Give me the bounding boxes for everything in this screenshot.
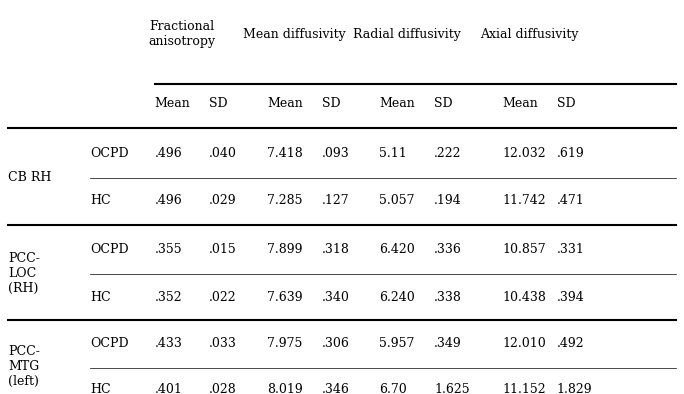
Text: 1.829: 1.829: [557, 383, 592, 394]
Text: Mean: Mean: [502, 97, 538, 110]
Text: 7.418: 7.418: [267, 147, 303, 160]
Text: .318: .318: [321, 243, 350, 256]
Text: 7.639: 7.639: [267, 290, 303, 303]
Text: .471: .471: [557, 194, 584, 207]
Text: 11.742: 11.742: [502, 194, 546, 207]
Text: Mean: Mean: [155, 97, 190, 110]
Text: .336: .336: [434, 243, 462, 256]
Text: .029: .029: [209, 194, 237, 207]
Text: 8.019: 8.019: [267, 383, 303, 394]
Text: Fractional
anisotropy: Fractional anisotropy: [148, 20, 215, 48]
Text: 1.625: 1.625: [434, 383, 470, 394]
Text: .492: .492: [557, 337, 584, 350]
Text: .331: .331: [557, 243, 584, 256]
Text: HC: HC: [90, 290, 111, 303]
Text: .433: .433: [155, 337, 183, 350]
Text: 7.975: 7.975: [267, 337, 302, 350]
Text: Mean diffusivity: Mean diffusivity: [243, 28, 345, 41]
Text: .028: .028: [209, 383, 237, 394]
Text: .340: .340: [321, 290, 350, 303]
Text: .496: .496: [155, 194, 183, 207]
Text: 11.152: 11.152: [502, 383, 546, 394]
Text: .022: .022: [209, 290, 237, 303]
Text: SD: SD: [557, 97, 575, 110]
Text: .346: .346: [321, 383, 350, 394]
Text: 5.057: 5.057: [380, 194, 415, 207]
Text: .355: .355: [155, 243, 183, 256]
Text: HC: HC: [90, 383, 111, 394]
Text: Axial diffusivity: Axial diffusivity: [480, 28, 579, 41]
Text: .222: .222: [434, 147, 462, 160]
Text: 6.420: 6.420: [380, 243, 415, 256]
Text: .338: .338: [434, 290, 462, 303]
Text: 6.70: 6.70: [380, 383, 407, 394]
Text: 7.899: 7.899: [267, 243, 302, 256]
Text: 12.032: 12.032: [502, 147, 546, 160]
Text: .306: .306: [321, 337, 350, 350]
Text: OCPD: OCPD: [90, 147, 129, 160]
Text: 12.010: 12.010: [502, 337, 546, 350]
Text: PCC-
LOC
(RH): PCC- LOC (RH): [8, 252, 40, 295]
Text: .127: .127: [321, 194, 350, 207]
Text: 10.857: 10.857: [502, 243, 546, 256]
Text: .033: .033: [209, 337, 237, 350]
Text: 5.11: 5.11: [380, 147, 407, 160]
Text: HC: HC: [90, 194, 111, 207]
Text: .401: .401: [155, 383, 183, 394]
Text: OCPD: OCPD: [90, 243, 129, 256]
Text: SD: SD: [321, 97, 340, 110]
Text: .619: .619: [557, 147, 584, 160]
Text: OCPD: OCPD: [90, 337, 129, 350]
Text: .194: .194: [434, 194, 462, 207]
Text: Radial diffusivity: Radial diffusivity: [353, 28, 460, 41]
Text: Mean: Mean: [380, 97, 415, 110]
Text: .015: .015: [209, 243, 237, 256]
Text: .040: .040: [209, 147, 237, 160]
Text: 6.240: 6.240: [380, 290, 415, 303]
Text: 5.957: 5.957: [380, 337, 415, 350]
Text: 10.438: 10.438: [502, 290, 546, 303]
Text: PCC-
MTG
(left): PCC- MTG (left): [8, 345, 40, 388]
Text: 7.285: 7.285: [267, 194, 302, 207]
Text: .394: .394: [557, 290, 584, 303]
Text: SD: SD: [209, 97, 228, 110]
Text: .349: .349: [434, 337, 462, 350]
Text: .093: .093: [321, 147, 350, 160]
Text: SD: SD: [434, 97, 453, 110]
Text: .352: .352: [155, 290, 183, 303]
Text: .496: .496: [155, 147, 183, 160]
Text: CB RH: CB RH: [8, 171, 51, 184]
Text: Mean: Mean: [267, 97, 303, 110]
